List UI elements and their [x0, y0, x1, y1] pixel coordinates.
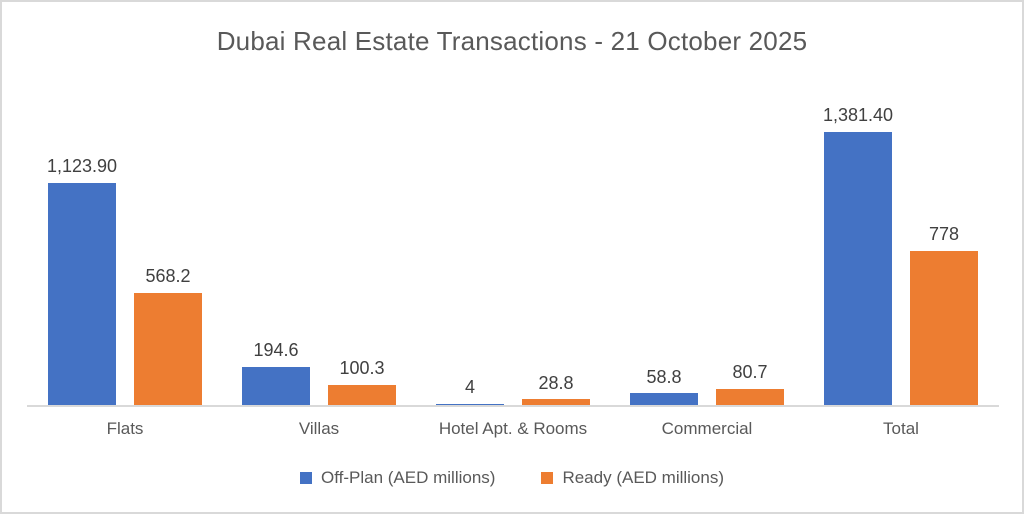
bar-wrap-ready-aed-millions-commercial: 80.7 — [716, 362, 784, 405]
chart-title: Dubai Real Estate Transactions - 21 Octo… — [216, 26, 808, 56]
bar-off-plan-aed-millions-hotel-apt-rooms — [436, 404, 504, 405]
bar-group-total: 1,381.40 778 — [804, 2, 998, 405]
plot-area: 1,123.90 568.2 194.6 100.3 4 28.8 58.8 80.7 1,38… — [28, 2, 998, 405]
legend-label: Off-Plan (AED millions) — [321, 468, 496, 487]
legend-label: Ready (AED millions) — [562, 468, 724, 487]
bar-wrap-off-plan-aed-millions-flats: 1,123.90 — [46, 156, 118, 405]
bar-value-label: 1,123.90 — [46, 156, 118, 177]
bar-wrap-ready-aed-millions-flats: 568.2 — [134, 265, 202, 405]
legend-item-ready-aed-millions: Ready (AED millions) — [541, 468, 724, 488]
bar-off-plan-aed-millions-villas — [242, 366, 310, 405]
legend: Off-Plan (AED millions) Ready (AED millio… — [2, 468, 1022, 488]
bar-value-label: 1,381.40 — [822, 105, 894, 126]
bar-value-label: 194.6 — [253, 339, 299, 360]
category-label-villas: Villas — [298, 419, 340, 438]
category-label-total: Total — [883, 419, 919, 438]
bar-wrap-ready-aed-millions-villas: 100.3 — [328, 359, 396, 405]
bar-wrap-off-plan-aed-millions-commercial: 58.8 — [630, 366, 698, 405]
bar-wrap-off-plan-aed-millions-total: 1,381.40 — [822, 105, 894, 405]
category-axis: Flats Villas Hotel Apt. & Rooms Commercial T… — [28, 419, 998, 439]
bar-ready-aed-millions-commercial — [716, 389, 784, 405]
bar-ready-aed-millions-total — [910, 251, 978, 405]
bar-group-commercial: 58.8 80.7 — [610, 2, 804, 405]
category-label-commercial: Commercial — [661, 419, 753, 438]
bar-group-flats: 1,123.90 568.2 — [28, 2, 222, 405]
bar-value-label: 778 — [928, 224, 960, 245]
bar-value-label: 100.3 — [339, 358, 385, 379]
category-label-hotel-apt-rooms: Hotel Apt. & Rooms — [438, 419, 588, 438]
category-label-flats: Flats — [106, 419, 144, 438]
bar-wrap-off-plan-aed-millions-villas: 194.6 — [242, 339, 310, 405]
legend-swatch-icon — [541, 472, 554, 484]
legend-item-off-plan-aed-millions: Off-Plan (AED millions) — [300, 468, 495, 488]
legend-swatch-icon — [300, 472, 312, 484]
bar-wrap-ready-aed-millions-total: 778 — [910, 225, 978, 405]
bar-value-label: 568.2 — [145, 265, 191, 286]
bar-wrap-ready-aed-millions-hotel-apt-rooms: 28.8 — [522, 372, 590, 405]
bar-off-plan-aed-millions-commercial — [630, 393, 698, 405]
x-axis-line — [27, 405, 999, 407]
bar-value-label: 58.8 — [646, 366, 682, 387]
bar-value-label: 4 — [464, 377, 475, 398]
bar-wrap-off-plan-aed-millions-hotel-apt-rooms: 4 — [436, 377, 504, 405]
bar-value-label: 80.7 — [732, 362, 768, 383]
bar-off-plan-aed-millions-total — [824, 132, 892, 405]
bar-group-hotel-apt-rooms: 4 28.8 — [416, 2, 610, 405]
bar-value-label: 28.8 — [538, 372, 574, 393]
bar-ready-aed-millions-hotel-apt-rooms — [522, 399, 590, 405]
bar-group-villas: 194.6 100.3 — [222, 2, 416, 405]
bar-ready-aed-millions-flats — [134, 292, 202, 405]
bar-off-plan-aed-millions-flats — [48, 182, 116, 405]
bar-ready-aed-millions-villas — [328, 385, 396, 405]
